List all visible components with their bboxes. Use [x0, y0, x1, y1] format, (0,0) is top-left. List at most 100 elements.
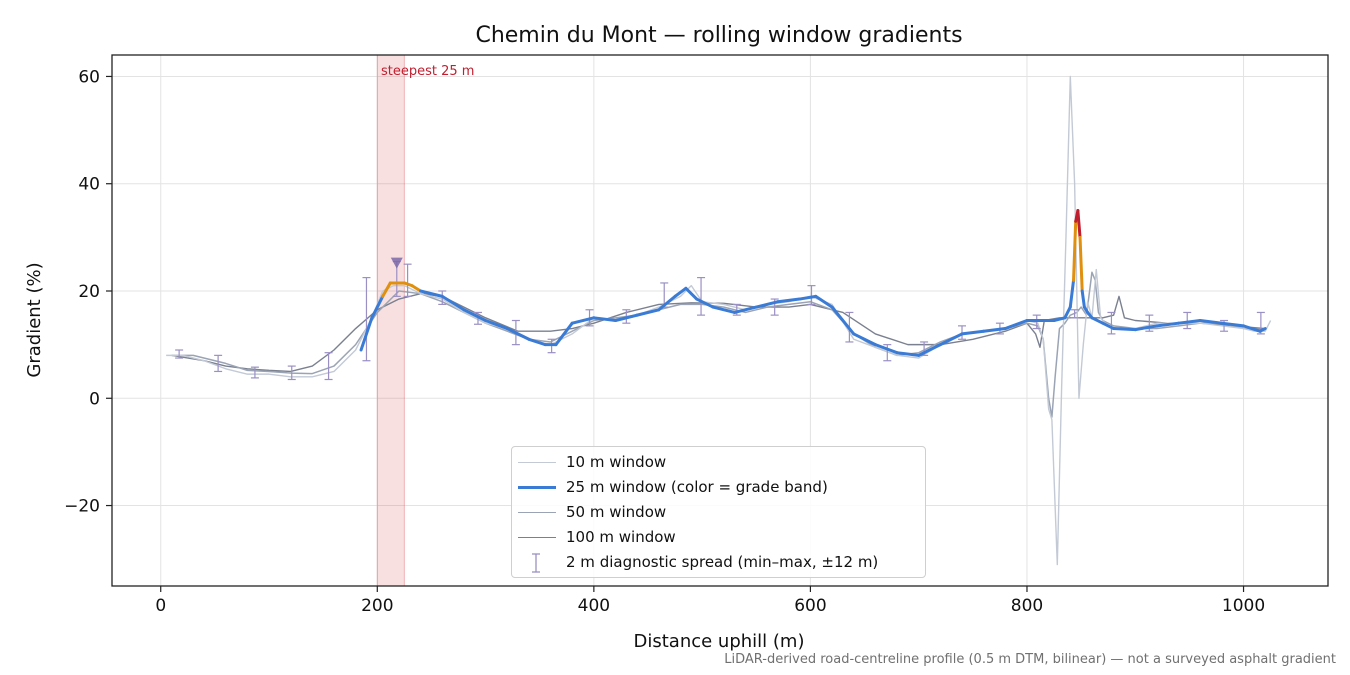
y-axis-label: Gradient (%) — [24, 262, 45, 377]
series-25m-segment — [1220, 321, 1246, 328]
series-25m-segment — [1072, 219, 1078, 282]
series-25m-segment — [1090, 316, 1105, 325]
series-25m-segment — [695, 297, 715, 309]
highlight-label: steepest 25 m — [381, 64, 474, 79]
legend: 10 m window 25 m window (color = grade b… — [511, 446, 926, 578]
series-25m-segment — [673, 286, 688, 298]
x-tick-label: 400 — [578, 596, 610, 616]
legend-item-10m: 10 m window — [512, 451, 925, 473]
legend-label-errorbar: 2 m diagnostic spread (min–max, ±12 m) — [566, 553, 879, 571]
y-tick-label: 0 — [89, 389, 100, 409]
errorbar — [1107, 311, 1116, 335]
plot-frame — [111, 54, 1329, 587]
series-25m-segment — [657, 294, 677, 312]
series-25m-segment — [960, 329, 986, 336]
legend-swatch-100m — [518, 537, 556, 538]
series-25m-segment — [1258, 327, 1267, 333]
legend-label-10m: 10 m window — [566, 453, 667, 471]
x-tick-label: 1000 — [1222, 596, 1265, 616]
series-25m-segment — [570, 316, 596, 325]
series-25m-segment — [982, 327, 1007, 333]
legend-item-50m: 50 m window — [512, 501, 925, 523]
series-25m-segment — [1198, 319, 1224, 325]
chart-title: Chemin du Mont — rolling window gradient… — [475, 23, 962, 48]
series-25m-segment — [381, 281, 392, 298]
series-25m-segment — [370, 294, 385, 320]
series-25m-segment — [1080, 289, 1086, 309]
series-25m-segment — [1112, 327, 1137, 332]
series-25m-segment — [938, 332, 964, 347]
footer-note: LiDAR-derived road-centreline profile (0… — [724, 652, 1336, 667]
errorbar — [1183, 311, 1192, 330]
x-tick-label: 800 — [1011, 596, 1043, 616]
series-25m-segment — [1003, 319, 1029, 331]
errorbar — [324, 352, 333, 381]
errorbar — [807, 285, 816, 306]
series-25m-segment — [1063, 305, 1072, 320]
series-25m-segment — [873, 343, 899, 355]
series-25m-segment — [1068, 278, 1076, 309]
peak-marker — [390, 257, 403, 269]
errorbar — [362, 276, 371, 362]
errorbar — [214, 354, 223, 373]
legend-errorbar-icon — [532, 553, 540, 573]
series-25m-segment — [359, 316, 374, 352]
legend-label-100m: 100 m window — [566, 528, 676, 546]
errorbar — [250, 366, 259, 379]
series-25m-segment — [917, 343, 942, 357]
legend-swatch-50m — [518, 512, 556, 513]
series-25m-segment — [814, 294, 834, 309]
series-25m-segment — [614, 313, 639, 322]
series-25m-segment — [410, 284, 423, 293]
series-25m-segment — [1242, 324, 1262, 333]
x-tick-label: 200 — [361, 596, 393, 616]
series-25m-segment — [1133, 324, 1159, 332]
series-25m-segment — [1078, 235, 1084, 293]
series-25m-segment — [635, 308, 661, 317]
legend-swatch-10m — [518, 462, 556, 463]
series-25m-segment — [1177, 319, 1202, 325]
series-25m-segment — [527, 337, 547, 347]
series-25m-segment — [895, 351, 921, 357]
series-25m-segment — [462, 308, 488, 322]
series-25m-segment — [419, 289, 444, 298]
series-25m-segment — [711, 305, 737, 314]
errorbar — [403, 263, 412, 297]
legend-item-25m: 25 m window (color = grade band) — [512, 476, 925, 498]
series-25m-segment — [830, 305, 856, 336]
legend-label-25m: 25 m window (color = grade band) — [566, 478, 828, 496]
legend-item-errorbar: 2 m diagnostic spread (min–max, ±12 m) — [512, 551, 925, 573]
y-tick-label: 20 — [78, 282, 100, 302]
errorbar — [287, 365, 296, 381]
series-25m-segment — [754, 300, 780, 309]
steepest-window-band — [376, 54, 405, 587]
errorbar — [1070, 309, 1079, 319]
x-axis-label: Distance uphill (m) — [634, 631, 805, 652]
series-25m-segment — [1076, 209, 1082, 239]
series-25m-segment — [592, 316, 618, 322]
legend-item-100m: 100 m window — [512, 526, 925, 548]
legend-label-50m: 50 m window — [566, 503, 667, 521]
x-tick-label: 600 — [794, 596, 826, 616]
errorbar — [697, 276, 706, 316]
series-25m-segment — [684, 286, 699, 301]
series-25m-segment — [776, 297, 802, 304]
series-25m-segment — [852, 332, 877, 347]
y-tick-label: 40 — [78, 175, 100, 195]
x-tick-label: 0 — [155, 596, 166, 616]
errorbar — [883, 344, 892, 362]
series-line-3 — [171, 292, 1266, 373]
series-25m-segment — [554, 321, 574, 347]
series-25m-segment — [1052, 316, 1067, 322]
y-tick-label: −20 — [64, 497, 100, 517]
y-tick-label: 60 — [78, 67, 100, 87]
series-line-2 — [171, 271, 1266, 418]
series-25m-segment — [505, 327, 531, 341]
series-25m-segment — [1155, 321, 1181, 328]
errorbar — [175, 349, 184, 359]
legend-swatch-25m — [518, 486, 556, 489]
series-25m-segment — [440, 294, 466, 312]
series-25m-segment — [484, 319, 509, 331]
series-25m-segment — [798, 294, 818, 301]
